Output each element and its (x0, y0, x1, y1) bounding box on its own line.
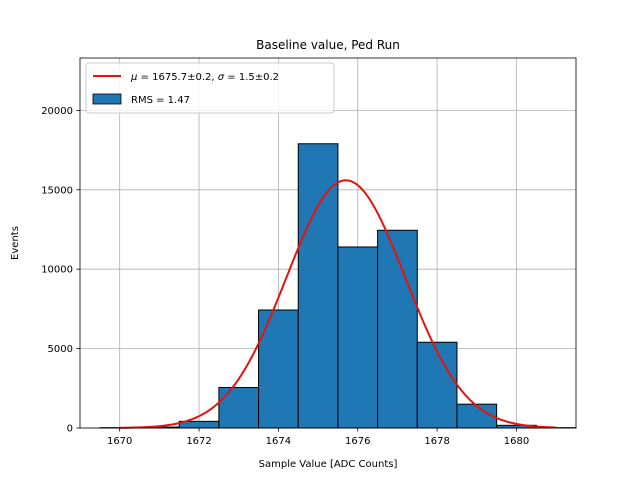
y-axis-label: Events (10, 226, 21, 260)
legend-histogram-swatch (92, 93, 122, 105)
histogram-bar (258, 309, 299, 429)
x-axis-ticks: 1670 1672 1674 1676 1678 1680 (107, 428, 529, 447)
x-tick-label: 1672 (186, 436, 211, 447)
x-axis-label: Sample Value [ADC Counts] (259, 459, 398, 470)
y-tick-label: 0 (67, 424, 73, 435)
plot-frame (79, 57, 577, 429)
gaussian-fit-curve (119, 179, 557, 429)
histogram-bar (416, 341, 458, 429)
legend-mu-symbol: μ (130, 72, 137, 83)
legend-box (85, 62, 335, 114)
legend-mu-value: = 1675.7±0.2, (137, 72, 217, 83)
legend-histogram-label: RMS = 1.47 (131, 95, 190, 106)
x-tick-label: 1670 (107, 436, 132, 447)
histogram-bar (337, 246, 379, 429)
x-tick-label: 1676 (345, 436, 370, 447)
y-tick-label: 5000 (48, 344, 73, 355)
legend-sigma-value: = 1.5±0.2 (224, 72, 279, 83)
y-tick-label: 20000 (41, 106, 73, 117)
y-axis-ticks: 0 5000 10000 15000 20000 (41, 106, 80, 435)
histogram-bars (99, 143, 577, 429)
y-tick-label: 15000 (41, 185, 73, 196)
x-tick-label: 1680 (504, 436, 529, 447)
y-tick-label: 10000 (41, 265, 73, 276)
legend-sigma-symbol: σ (218, 72, 225, 83)
legend-fit-label: μ = 1675.7±0.2, σ = 1.5±0.2 (130, 72, 279, 83)
x-tick-label: 1674 (266, 436, 291, 447)
x-tick-label: 1678 (424, 436, 449, 447)
histogram-bar (218, 387, 260, 429)
legend: μ = 1675.7±0.2, σ = 1.5±0.2 RMS = 1.47 (85, 62, 335, 114)
chart-title: Baseline value, Ped Run (256, 38, 400, 52)
